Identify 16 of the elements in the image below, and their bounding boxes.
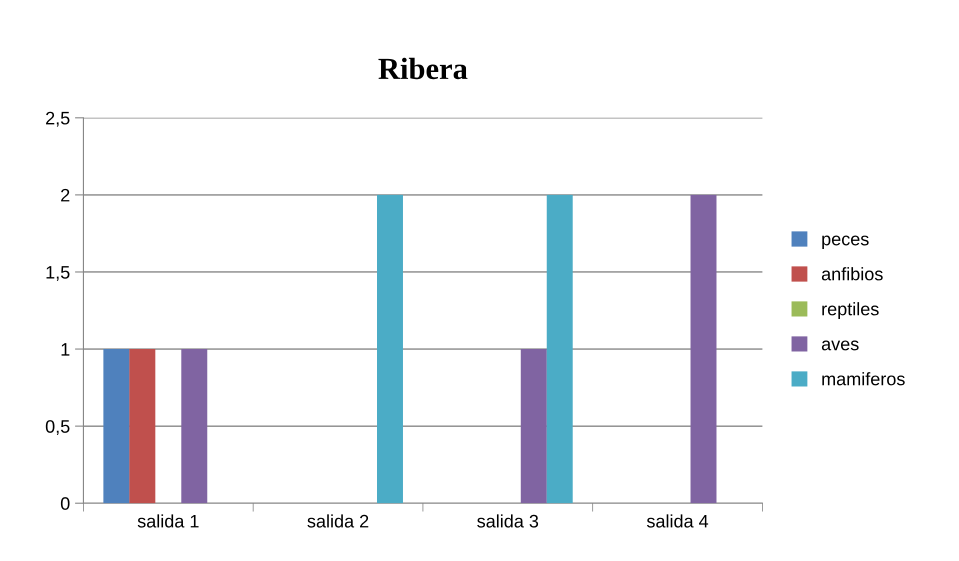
legend-label: reptiles bbox=[822, 302, 879, 319]
x-tick-label: salida 1 bbox=[138, 514, 199, 528]
y-tick-label: 0,5 bbox=[46, 420, 70, 435]
x-tick-label: salida 3 bbox=[477, 514, 538, 528]
y-tick-label: 2,5 bbox=[46, 112, 70, 127]
chart-title: Ribera bbox=[378, 58, 468, 80]
x-tick-label: salida 4 bbox=[646, 514, 708, 528]
legend-label: aves bbox=[822, 340, 859, 350]
x-tick-label: salida 2 bbox=[307, 514, 368, 528]
legend-label: peces bbox=[822, 236, 869, 250]
y-tick-label: 2 bbox=[61, 188, 70, 202]
y-tick-label: 0 bbox=[60, 497, 70, 510]
legend-label: mamiferos bbox=[822, 372, 905, 386]
y-tick-label: 1,5 bbox=[46, 266, 70, 281]
y-tick-label: 1 bbox=[62, 343, 70, 356]
legend-label: anfibios bbox=[822, 267, 883, 280]
